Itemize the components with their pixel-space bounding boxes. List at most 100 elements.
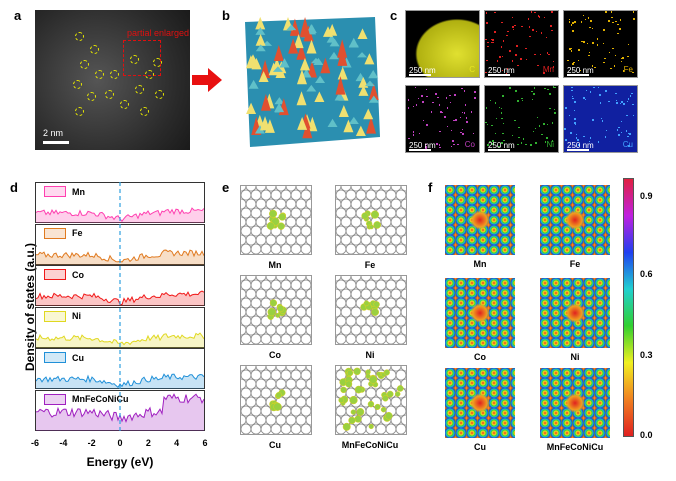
carbon-ring [300,315,311,327]
x-tick-label: -4 [59,438,68,448]
eds-dot [472,132,474,135]
carbon-ring [355,225,367,237]
carbon-ring [390,216,402,228]
carbon-ring [285,414,297,426]
charge-density-lobe [356,408,365,416]
carbon-ring [305,306,311,318]
carbon-ring [300,189,311,201]
carbon-ring [390,366,402,372]
atom-marker [155,90,164,99]
charge-density-lobe [266,221,275,230]
carbon-ring [250,369,262,381]
carbon-ring [241,369,252,381]
carbon-ring [285,198,297,210]
charge-density-lobe [382,395,389,402]
carbon-ring [245,324,257,336]
eds-dot [535,142,537,144]
eds-dot [574,122,576,124]
eds-dot [485,121,487,124]
atom-marker [120,100,129,109]
carbon-ring [360,234,372,246]
dos-fill [36,249,204,265]
eds-dot [545,36,548,39]
carbon-ring [395,207,406,219]
eds-dot [502,95,504,97]
eds-dot [421,95,423,97]
surface-peak [368,95,379,103]
structure-fe [335,185,407,255]
carbon-ring [400,378,406,390]
eds-dot [489,99,492,102]
surface-peak [300,17,311,36]
carbon-ring [400,396,406,408]
structure-label: Cu [269,440,281,450]
eds-dot [455,119,457,121]
carbon-ring [275,186,287,192]
eds-map-ni: 250 nm Ni [484,85,559,153]
eds-dot [592,42,594,44]
eds-dot [590,20,592,22]
carbon-ring [360,288,372,300]
eds-dot [492,140,494,142]
carbon-ring [340,216,352,228]
eds-dot [527,18,530,20]
eds-dot [537,15,540,17]
carbon-ring [350,198,362,210]
eds-dot [536,116,539,118]
eds-dot [450,145,453,148]
charge-density-lobe [277,305,285,313]
charge-density-lobe [277,222,285,230]
carbon-ring [265,288,277,300]
charge-density-lobe [373,221,381,229]
element-label: Cu [622,140,633,149]
eds-dot [605,129,608,132]
carbon-ring [290,423,302,434]
carbon-ring [265,198,277,210]
carbon-ring [395,333,406,344]
surface-peak [343,119,354,133]
carbon-ring [280,279,292,291]
eds-dot [601,120,604,122]
carbon-ring [300,405,311,417]
charge-density-lobe [380,406,387,413]
carbon-ring [350,276,362,282]
eds-dot [454,94,456,96]
eds-dot [441,111,444,114]
eds-dot [474,91,476,93]
carbon-ring [260,405,272,417]
eds-dot [459,116,462,119]
surface-peak [368,69,379,79]
eds-dot [599,94,601,96]
eds-dot [541,133,543,136]
eds-dot [586,42,589,45]
charge-density-lobe [374,403,381,410]
carbon-ring [245,366,257,372]
atom-marker [87,92,96,101]
carbon-ring [245,414,257,426]
eds-dot [588,140,590,143]
charge-density-lobe [275,312,281,318]
eds-dot [543,16,546,19]
eds-dot [551,140,554,142]
carbon-ring [300,279,311,291]
atom-marker [75,32,84,41]
eds-dot [494,11,496,14]
elf-center [470,303,490,323]
eds-dot [591,65,594,67]
eds-dot [486,22,488,24]
eds-dot [507,30,509,32]
eds-dot [501,55,504,58]
eds-dot [496,60,499,62]
elf-label: MnFeCoNiCu [546,442,604,452]
carbon-ring [265,414,277,426]
eds-dot [444,116,446,118]
panel-label-f: f [428,180,433,195]
elf-center [565,303,585,323]
x-tick-label: 2 [145,438,151,448]
eds-dot [446,107,449,109]
carbon-ring [365,315,377,327]
carbon-ring [395,423,406,434]
legend-entry: Co [44,269,84,280]
carbon-ring [270,189,282,201]
carbon-ring [305,396,311,408]
